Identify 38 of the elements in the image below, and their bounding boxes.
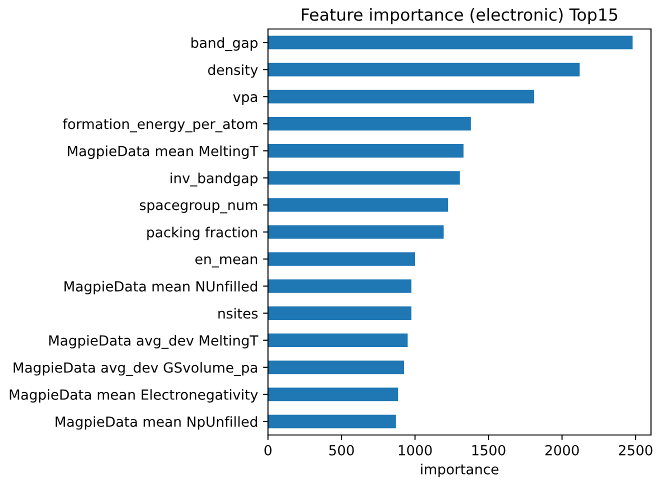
- y-tick-label: packing fraction: [147, 226, 258, 240]
- chart-title: Feature importance (electronic) Top15: [302, 8, 618, 24]
- y-tick-label: vpa: [233, 94, 258, 105]
- bar: [268, 334, 408, 348]
- bar: [268, 414, 396, 428]
- bar: [268, 116, 471, 130]
- bar: [268, 198, 448, 212]
- bar: [268, 36, 633, 50]
- y-tick-label: density: [208, 64, 258, 78]
- y-tick-label: en_mean: [195, 256, 258, 268]
- x-tick-label: 2000: [545, 444, 579, 456]
- y-tick-label: band_gap: [192, 37, 258, 52]
- y-tick-label: inv_bandgap: [170, 172, 258, 186]
- bar: [268, 171, 460, 185]
- y-tick-label: MagpieData mean NUnfilled: [64, 280, 258, 294]
- x-tick-label: 0: [264, 444, 272, 456]
- y-tick-label: MagpieData mean NpUnfilled: [56, 416, 258, 430]
- x-tick-label: 1000: [398, 444, 432, 456]
- bar: [268, 90, 534, 104]
- bar: [268, 279, 412, 293]
- bar: [268, 306, 412, 320]
- bar: [268, 62, 580, 76]
- bar: [268, 388, 398, 402]
- y-tick-label: spacegroup_num: [140, 202, 258, 214]
- y-tick-label: nsites: [218, 308, 258, 319]
- bar: [268, 360, 404, 374]
- bar: [268, 252, 416, 266]
- x-tick-label: 2500: [618, 444, 652, 456]
- y-tick-label: MagpieData avg_dev MeltingT: [49, 334, 258, 349]
- y-tick-label: MagpieData mean MeltingT: [68, 146, 258, 159]
- x-axis-title: importance: [421, 464, 498, 478]
- y-tick-label: MagpieData mean Electronegativity: [10, 389, 258, 403]
- y-tick-label: formation_energy_per_atom: [62, 118, 258, 132]
- x-tick-label: 500: [329, 444, 354, 456]
- y-tick-label: MagpieData avg_dev GSvolume_pa: [14, 362, 258, 376]
- bar: [268, 225, 444, 239]
- bar: [268, 144, 464, 158]
- x-tick-label: 1500: [472, 444, 506, 456]
